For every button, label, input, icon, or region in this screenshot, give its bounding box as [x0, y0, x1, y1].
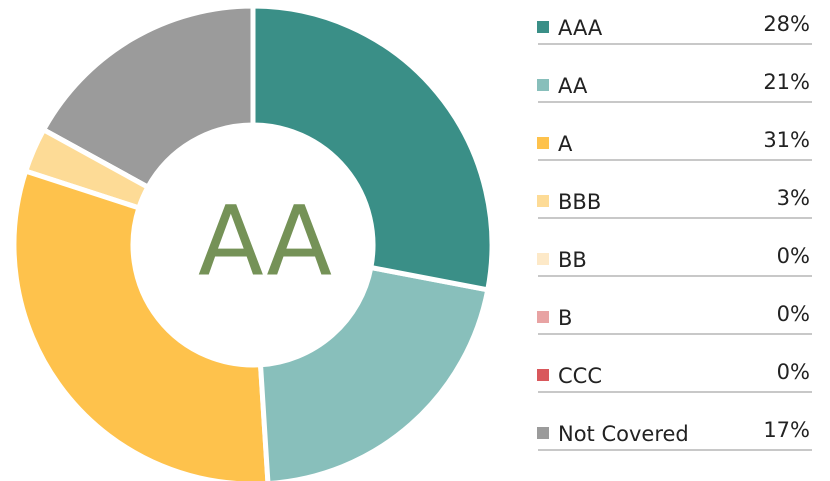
legend-label: BB: [558, 248, 587, 272]
value-label: 31%: [763, 128, 810, 152]
legend-label: AAA: [558, 16, 603, 40]
slice: [11, 167, 271, 481]
legend-label: BBB: [558, 190, 601, 214]
legend-label: AA: [558, 74, 588, 98]
legend-swatch: [537, 137, 549, 149]
slice: [40, 3, 256, 191]
legend-swatch: [537, 427, 549, 439]
value-label: 17%: [763, 418, 810, 442]
legend-swatch: [537, 21, 549, 33]
value-label: 0%: [777, 360, 810, 384]
legend-swatch: [537, 369, 549, 381]
value-label: 0%: [777, 302, 810, 326]
legend-swatch: [537, 311, 549, 323]
center-label: AA: [198, 185, 332, 297]
value-label: 21%: [763, 70, 810, 94]
value-label: 28%: [763, 12, 810, 36]
legend-swatch: [537, 79, 549, 91]
slice: [250, 3, 495, 293]
legend-label: B: [558, 306, 572, 330]
legend-label: CCC: [558, 364, 602, 388]
legend-swatch: [537, 195, 549, 207]
slice: [257, 264, 491, 481]
legend-swatch: [537, 253, 549, 265]
value-label: 0%: [777, 244, 810, 268]
value-label: 3%: [777, 186, 810, 210]
legend-label: Not Covered: [558, 422, 689, 446]
legend-label: A: [558, 132, 573, 156]
